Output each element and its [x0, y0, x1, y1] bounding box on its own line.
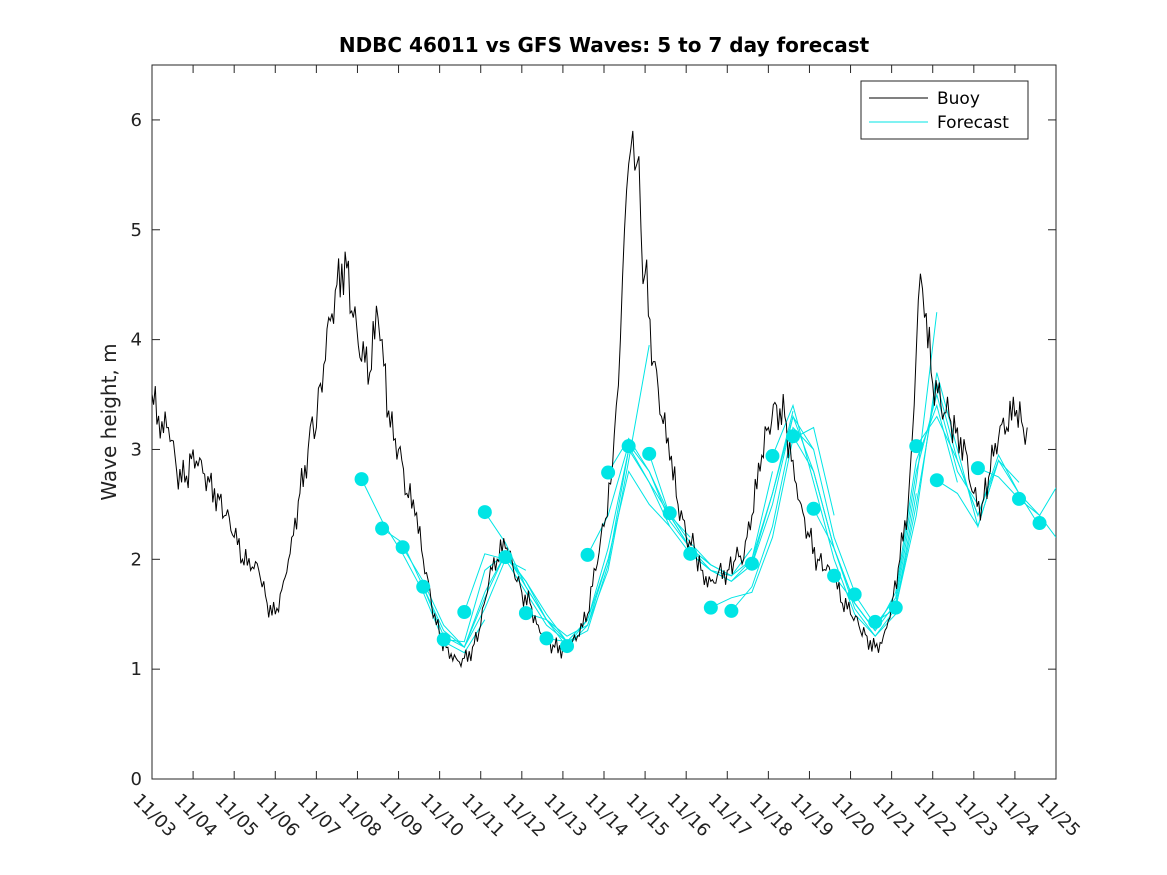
- y-axis-label: Wave height, m: [97, 343, 121, 500]
- series-layer: [152, 130, 1056, 669]
- y-tick-label: 2: [131, 549, 142, 570]
- forecast-marker: [827, 568, 842, 583]
- marker-layer: [354, 429, 1047, 654]
- forecast-marker: [642, 446, 657, 461]
- axis-ticks: [151, 65, 1057, 780]
- y-tick-label: 3: [131, 439, 142, 460]
- forecast-marker: [560, 639, 575, 654]
- forecast-marker: [744, 556, 759, 571]
- y-tick-label: 6: [131, 110, 142, 131]
- legend-buoy-label: Buoy: [937, 89, 980, 109]
- forecast-marker: [477, 505, 492, 520]
- y-tick-label: 0: [131, 769, 142, 790]
- chart-title: NDBC 46011 vs GFS Waves: 5 to 7 day fore…: [339, 33, 870, 57]
- forecast-line: [731, 426, 856, 612]
- forecast-marker: [786, 429, 801, 444]
- forecast-marker: [765, 449, 780, 464]
- forecast-marker: [601, 465, 616, 480]
- forecast-marker: [847, 587, 862, 602]
- forecast-marker: [498, 550, 513, 565]
- forecast-marker: [621, 439, 636, 454]
- forecast-marker: [539, 631, 554, 646]
- forecast-line: [710, 426, 835, 609]
- forecast-marker: [929, 473, 944, 488]
- legend: Buoy Forecast: [860, 80, 1029, 140]
- y-tick-label: 4: [131, 330, 142, 351]
- legend-forecast-label: Forecast: [937, 113, 1009, 133]
- forecast-marker: [354, 472, 369, 487]
- forecast-line: [525, 345, 650, 637]
- forecast-marker: [683, 546, 698, 561]
- forecast-marker: [518, 606, 533, 621]
- y-tick-label: 5: [131, 220, 142, 241]
- forecast-marker: [970, 461, 985, 476]
- forecast-marker: [395, 540, 410, 555]
- forecast-marker: [375, 521, 390, 536]
- forecast-marker: [724, 603, 739, 618]
- forecast-marker: [662, 506, 677, 521]
- forecast-marker: [416, 579, 431, 594]
- forecast-marker: [888, 600, 903, 615]
- forecast-marker: [457, 605, 472, 620]
- y-tick-label: 1: [131, 659, 142, 680]
- forecast-marker: [1012, 491, 1027, 506]
- forecast-marker: [1032, 516, 1047, 531]
- forecast-marker: [580, 547, 595, 562]
- plot-area: [151, 64, 1057, 780]
- forecast-line: [833, 403, 958, 632]
- forecast-marker: [806, 501, 821, 516]
- y-tick-labels: 0 1 2 3 4 5 6: [131, 110, 142, 790]
- forecast-marker: [703, 600, 718, 615]
- legend-box: [860, 80, 1029, 140]
- forecast-marker: [868, 614, 883, 629]
- forecast-marker: [436, 632, 451, 647]
- forecast-marker: [909, 439, 924, 454]
- buoy-line: [152, 130, 1028, 669]
